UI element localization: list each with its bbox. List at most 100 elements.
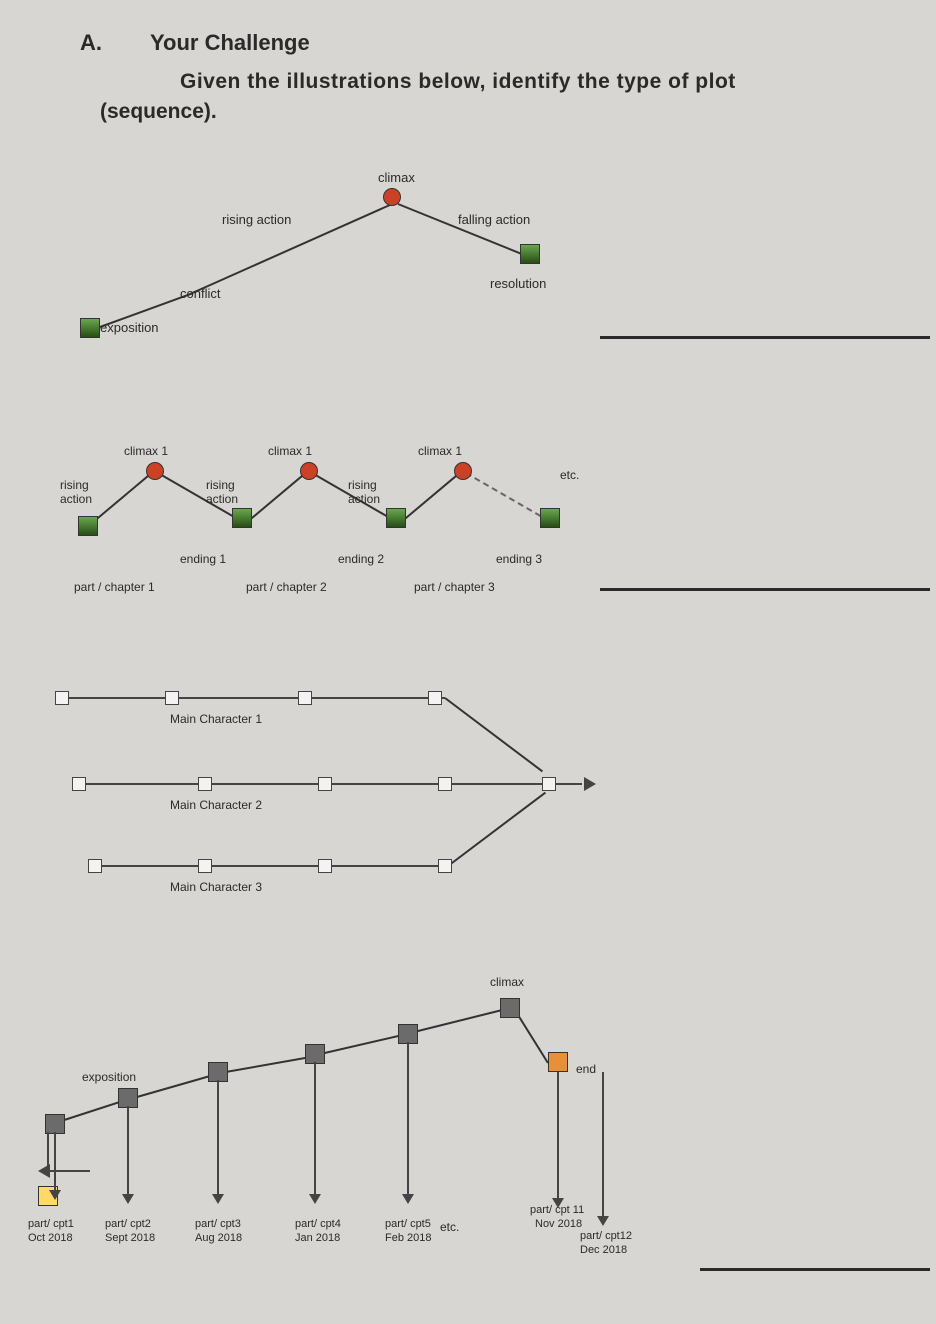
d3-tick xyxy=(72,777,86,791)
d3-c3: Main Character 3 xyxy=(170,880,262,894)
label-rising: rising action xyxy=(222,212,291,227)
d4-drop xyxy=(407,1042,409,1196)
d4-end-box xyxy=(548,1052,568,1072)
d4-arrowhead-icon xyxy=(122,1194,134,1204)
d2-start-1 xyxy=(78,516,98,536)
d2-seg-up-1 xyxy=(91,471,154,524)
label-climax: climax xyxy=(378,170,415,185)
instruction-line1: Given the illustrations below, identify … xyxy=(180,70,736,94)
d3-c2: Main Character 2 xyxy=(170,798,262,812)
d4-p3: part/ cpt3 xyxy=(195,1218,241,1230)
answer-line-2[interactable] xyxy=(600,588,930,591)
d3-tick xyxy=(55,691,69,705)
d2-ending-3: ending 3 xyxy=(496,552,542,566)
d4-end: end xyxy=(576,1062,596,1076)
d3-tick xyxy=(542,777,556,791)
d4-drop xyxy=(127,1106,129,1196)
d4-climax: climax xyxy=(490,975,524,989)
d3-arrow-icon xyxy=(584,777,596,791)
d3-tick xyxy=(198,777,212,791)
d4-seg xyxy=(410,1007,512,1034)
d3-tick xyxy=(438,859,452,873)
d4-seg xyxy=(130,1073,219,1100)
d4-d6: Nov 2018 xyxy=(535,1218,582,1230)
d4-etc: etc. xyxy=(440,1220,459,1234)
d3-tick xyxy=(165,691,179,705)
d3-line-1b xyxy=(444,697,543,772)
d2-seg-dn-3 xyxy=(466,472,550,522)
d2-end-3 xyxy=(540,508,560,528)
d2-ending-1: ending 1 xyxy=(180,552,226,566)
d4-p1: part/ cpt1 xyxy=(28,1218,74,1230)
d4-seg xyxy=(220,1055,319,1074)
d2-climax-3: climax 1 xyxy=(418,444,462,458)
d4-arrowhead-icon xyxy=(597,1216,609,1226)
d2-end-1 xyxy=(232,508,252,528)
d3-line-1a xyxy=(55,697,445,699)
d4-drop xyxy=(557,1072,559,1200)
d4-climax-box xyxy=(500,998,520,1018)
d4-drop xyxy=(54,1132,56,1192)
d3-tick xyxy=(438,777,452,791)
d4-d5: Feb 2018 xyxy=(385,1232,431,1244)
d2-peak-2 xyxy=(300,462,318,480)
d3-tick xyxy=(428,691,442,705)
d4-d4: Jan 2018 xyxy=(295,1232,340,1244)
exposition-box xyxy=(80,318,100,338)
d3-tick xyxy=(298,691,312,705)
d3-tick xyxy=(318,859,332,873)
instruction-line2: (sequence). xyxy=(100,100,217,124)
d2-rising-3: rising action xyxy=(348,478,380,506)
d4-drop xyxy=(314,1062,316,1196)
d4-d3: Aug 2018 xyxy=(195,1232,242,1244)
d4-arrowhead-icon xyxy=(49,1190,61,1200)
d4-d1: Oct 2018 xyxy=(28,1232,73,1244)
d2-climax-1: climax 1 xyxy=(124,444,168,458)
d1-seg-b xyxy=(190,202,396,295)
d3-tick xyxy=(88,859,102,873)
heading-title: Your Challenge xyxy=(150,30,310,56)
d3-tick xyxy=(198,859,212,873)
d4-box xyxy=(305,1044,325,1064)
d4-box xyxy=(118,1088,138,1108)
d2-seg-up-3 xyxy=(399,471,462,524)
d4-drop xyxy=(602,1072,604,1218)
d3-c1: Main Character 1 xyxy=(170,712,262,726)
d3-line-3a xyxy=(88,865,448,867)
d4-exposition: exposition xyxy=(82,1070,136,1084)
label-resolution: resolution xyxy=(490,276,546,291)
d2-climax-2: climax 1 xyxy=(268,444,312,458)
d3-tick xyxy=(318,777,332,791)
d3-line-3b xyxy=(447,792,546,867)
d2-part-1: part / chapter 1 xyxy=(74,580,155,594)
d4-drop xyxy=(217,1080,219,1196)
d4-back-h xyxy=(48,1170,90,1172)
label-conflict: conflict xyxy=(180,286,220,301)
d4-box xyxy=(208,1062,228,1082)
d4-p2: part/ cpt2 xyxy=(105,1218,151,1230)
climax-point xyxy=(383,188,401,206)
answer-line-1[interactable] xyxy=(600,336,930,339)
d2-seg-up-2 xyxy=(245,471,308,524)
d2-end-2 xyxy=(386,508,406,528)
d4-box xyxy=(45,1114,65,1134)
resolution-box xyxy=(520,244,540,264)
d4-d7: Dec 2018 xyxy=(580,1244,627,1256)
label-exposition: exposition xyxy=(100,320,159,335)
d4-d2: Sept 2018 xyxy=(105,1232,155,1244)
d4-p6: part/ cpt 11 xyxy=(530,1204,584,1216)
d2-rising-1: rising action xyxy=(60,478,92,506)
d4-arrowhead-icon xyxy=(212,1194,224,1204)
d4-box xyxy=(398,1024,418,1044)
d4-back-arrow-icon xyxy=(38,1164,50,1178)
d2-ending-2: ending 2 xyxy=(338,552,384,566)
answer-line-4[interactable] xyxy=(700,1268,930,1271)
heading-letter: A. xyxy=(80,30,102,56)
d4-p5: part/ cpt5 xyxy=(385,1218,431,1230)
worksheet-page: A. Your Challenge Given the illustration… xyxy=(0,0,936,1324)
d2-peak-3 xyxy=(454,462,472,480)
d2-part-3: part / chapter 3 xyxy=(414,580,495,594)
d4-arrowhead-icon xyxy=(402,1194,414,1204)
d2-part-2: part / chapter 2 xyxy=(246,580,327,594)
d2-peak-1 xyxy=(146,462,164,480)
